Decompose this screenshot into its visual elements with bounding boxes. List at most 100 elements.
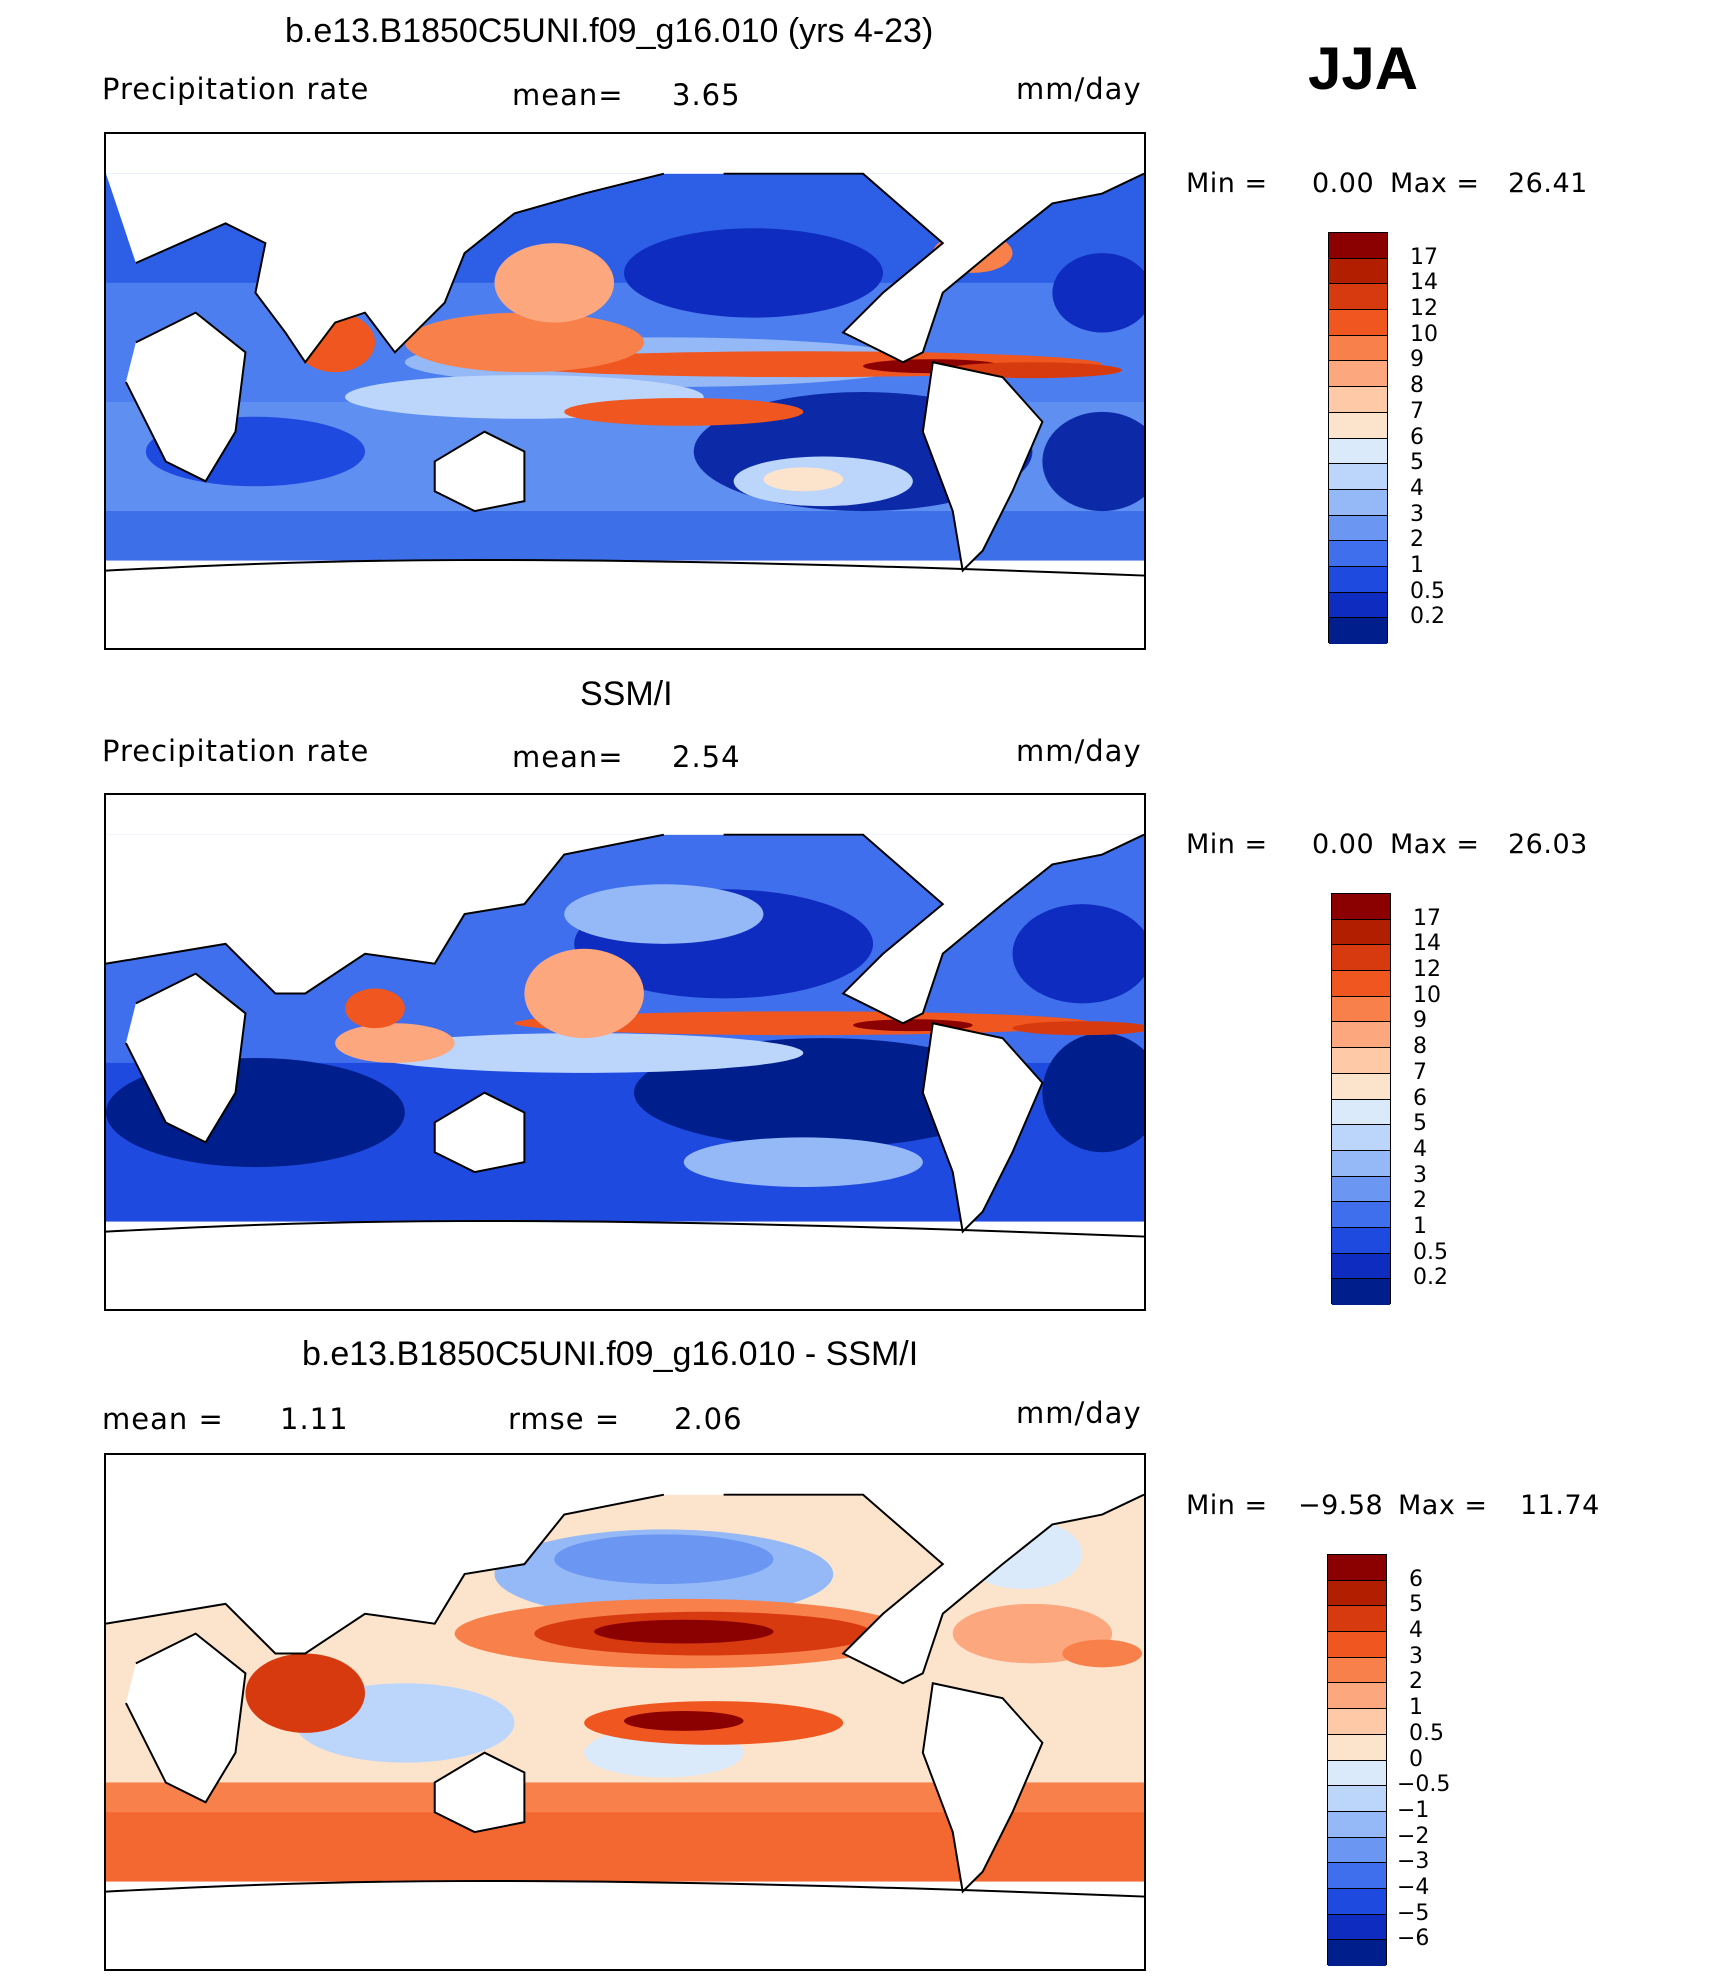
colorbar-tick-label: 10 [1413, 982, 1441, 1008]
colorbar-swatch [1332, 1099, 1390, 1126]
colorbar-tick-label: 0.5 [1410, 578, 1445, 604]
panel-1-variable-label: Precipitation rate [102, 72, 370, 106]
colorbar-tick-label: 0.2 [1413, 1265, 1448, 1291]
colorbar-swatch [1332, 1125, 1390, 1151]
colorbar-swatch [1329, 592, 1387, 619]
colorbar-swatch [1328, 1580, 1386, 1607]
colorbar-swatch [1328, 1606, 1386, 1633]
colorbar-swatch [1329, 618, 1387, 644]
colorbar-tick-label: 3 [1410, 501, 1424, 527]
panel-1-map [104, 132, 1146, 650]
colorbar-tick-label: 3 [1409, 1643, 1423, 1669]
colorbar-tick-label: −4 [1397, 1874, 1430, 1900]
colorbar-swatch [1328, 1811, 1386, 1838]
panel-1-mean-label: mean= [512, 78, 624, 112]
colorbar-swatch [1332, 1227, 1390, 1254]
panel-1-max-label: Max = [1390, 168, 1480, 199]
colorbar-tick-label: 6 [1409, 1566, 1423, 1592]
colorbar-tick-label: 14 [1410, 270, 1438, 296]
colorbar-tick-label: 14 [1413, 931, 1441, 957]
colorbar-swatch [1329, 310, 1387, 336]
colorbar-swatch [1328, 1657, 1386, 1684]
colorbar-tick-label: 4 [1409, 1618, 1423, 1644]
panel-3-max-value: 11.74 [1520, 1490, 1600, 1521]
panel-2-max-value: 26.03 [1508, 829, 1588, 860]
panel-2-mean-value: 2.54 [672, 740, 741, 774]
colorbar-swatch [1329, 387, 1387, 413]
panel-2-mean-label: mean= [512, 740, 624, 774]
colorbar-swatch [1332, 1202, 1390, 1228]
colorbar-tick-label: 1 [1409, 1695, 1423, 1721]
colorbar-swatch [1332, 1253, 1390, 1280]
panel-3-map [104, 1453, 1146, 1971]
colorbar-tick-label: −1 [1397, 1797, 1430, 1823]
colorbar-tick-label: −0.5 [1397, 1772, 1451, 1798]
panel-3-max-label: Max = [1398, 1490, 1488, 1521]
colorbar-swatch [1332, 1150, 1390, 1177]
colorbar-swatch [1328, 1914, 1386, 1941]
colorbar-tick-label: 6 [1410, 424, 1424, 450]
colorbar-swatch [1329, 412, 1387, 439]
colorbar-tick-label: 10 [1410, 321, 1438, 347]
panel-3-colorbar [1327, 1554, 1387, 1966]
colorbar-tick-label: 2 [1413, 1188, 1427, 1214]
colorbar-tick-label: 9 [1413, 1008, 1427, 1034]
colorbar-swatch [1332, 1073, 1390, 1100]
colorbar-tick-label: −3 [1397, 1849, 1430, 1875]
colorbar-tick-label: 5 [1409, 1592, 1423, 1618]
colorbar-swatch [1329, 361, 1387, 388]
colorbar-tick-label: 3 [1413, 1162, 1427, 1188]
colorbar-swatch [1329, 335, 1387, 362]
panel-3-mean-value: 1.11 [280, 1402, 349, 1436]
colorbar-tick-label: 7 [1413, 1059, 1427, 1085]
colorbar-tick-label: 12 [1413, 957, 1441, 983]
colorbar-swatch [1329, 284, 1387, 311]
colorbar-swatch [1332, 996, 1390, 1023]
panel-3-rmse-label: rmse = [508, 1402, 621, 1436]
colorbar-swatch [1329, 438, 1387, 465]
colorbar-tick-label: 4 [1413, 1136, 1427, 1162]
panel-1-units: mm/day [1016, 72, 1142, 106]
colorbar-tick-label: −5 [1397, 1900, 1430, 1926]
colorbar-tick-label: 8 [1410, 373, 1424, 399]
colorbar-swatch [1329, 233, 1387, 259]
panel-3-min-label: Min = [1186, 1490, 1268, 1521]
colorbar-swatch [1328, 1632, 1386, 1658]
panel-1-mean-value: 3.65 [672, 78, 741, 112]
colorbar-tick-label: 17 [1410, 244, 1438, 270]
colorbar-swatch [1328, 1734, 1386, 1761]
colorbar-swatch [1332, 945, 1390, 972]
colorbar-swatch [1328, 1837, 1386, 1864]
season-label: JJA [1308, 35, 1419, 102]
colorbar-tick-label: 0 [1409, 1746, 1423, 1772]
panel-1-title: b.e13.B1850C5UNI.f09_g16.010 (yrs 4-23) [285, 12, 934, 50]
colorbar-swatch [1329, 464, 1387, 490]
colorbar-tick-label: 2 [1409, 1669, 1423, 1695]
colorbar-swatch [1329, 489, 1387, 516]
colorbar-swatch [1332, 1279, 1390, 1305]
colorbar-swatch [1329, 258, 1387, 285]
colorbar-tick-label: 4 [1410, 475, 1424, 501]
colorbar-tick-label: 5 [1410, 450, 1424, 476]
panel-2-title: SSM/I [580, 675, 673, 713]
colorbar-tick-label: 8 [1413, 1034, 1427, 1060]
panel-2-map [104, 793, 1146, 1311]
colorbar-tick-label: 2 [1410, 527, 1424, 553]
colorbar-tick-label: 17 [1413, 905, 1441, 931]
panel-2-min-label: Min = [1186, 829, 1268, 860]
panel-3-rmse-value: 2.06 [674, 1402, 743, 1436]
colorbar-swatch [1332, 919, 1390, 946]
panel-1-colorbar [1328, 232, 1388, 644]
colorbar-swatch [1328, 1888, 1386, 1915]
colorbar-swatch [1329, 566, 1387, 593]
colorbar-tick-label: −6 [1397, 1926, 1430, 1952]
colorbar-tick-label: −2 [1397, 1823, 1430, 1849]
panel-3-min-value: −9.58 [1298, 1490, 1384, 1521]
panel-1-min-value: 0.00 [1312, 168, 1375, 199]
colorbar-tick-label: 1 [1410, 552, 1424, 578]
colorbar-tick-label: 6 [1413, 1085, 1427, 1111]
colorbar-swatch [1329, 541, 1387, 567]
colorbar-swatch [1328, 1760, 1386, 1787]
colorbar-tick-label: 0.2 [1410, 604, 1445, 630]
colorbar-tick-label: 7 [1410, 398, 1424, 424]
